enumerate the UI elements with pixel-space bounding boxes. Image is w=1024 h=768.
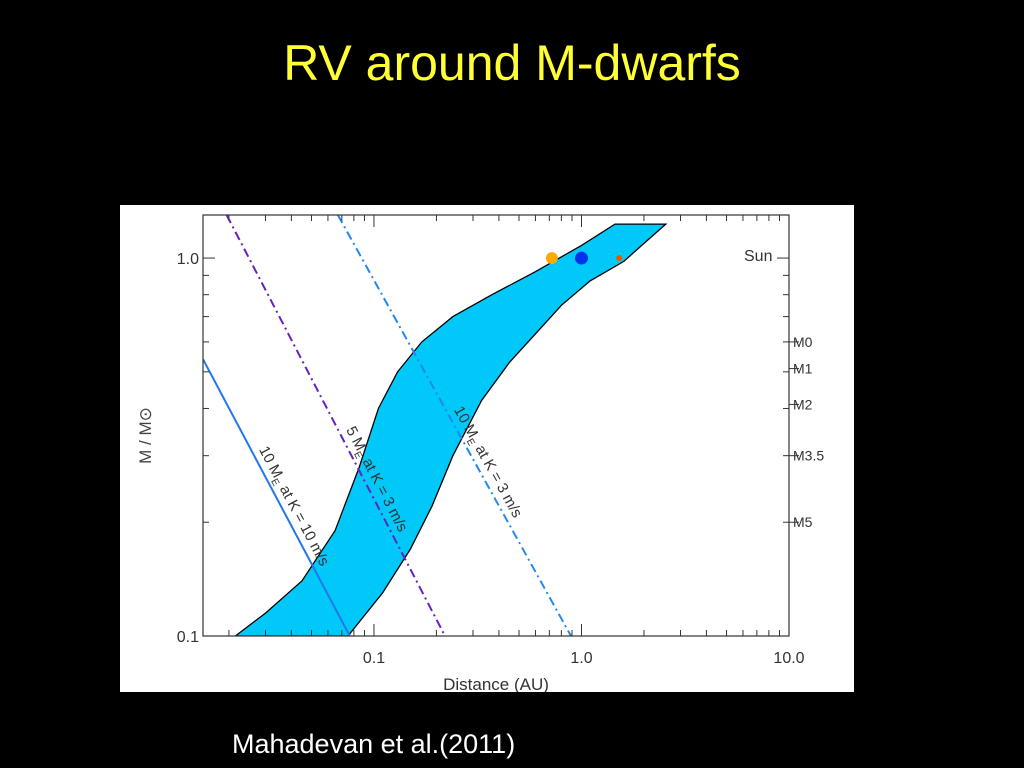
planet-markers-layer <box>545 251 623 265</box>
rv-line-label-1: 10 ME at K = 10 m/s <box>253 443 333 570</box>
axes-layer: 0.1 1.0 10.0 0.1 1.0 Sun M0 M1 M2 M3.5 M5 Distance … <box>136 214 824 692</box>
spectral-type-label: M3.5 <box>793 448 824 464</box>
habitable-zone-band <box>234 223 668 636</box>
planet-marker-earth <box>574 251 588 265</box>
rv-line-1 <box>203 358 351 636</box>
chart-figure: 0.1 1.0 10.0 0.1 1.0 Sun M0 M1 M2 M3.5 M5 Distance … <box>120 205 854 692</box>
spectral-type-label: M1 <box>793 361 813 377</box>
x-axis-title: Distance (AU) <box>443 675 549 692</box>
x-tick-label: 1.0 <box>570 650 592 667</box>
y-tick-label: 0.1 <box>177 629 199 646</box>
rv-line-2 <box>225 215 446 636</box>
rv-line-label-rest: at K = 3 m/s <box>470 438 526 520</box>
rv-line-label-subscript: E <box>464 437 477 448</box>
spectral-type-label: M2 <box>793 396 813 412</box>
x-tick-label: 10.0 <box>773 650 804 667</box>
spectral-type-label-sun: Sun <box>744 248 772 265</box>
chart-svg: 0.1 1.0 10.0 0.1 1.0 Sun M0 M1 M2 M3.5 M5 Distance … <box>136 214 824 692</box>
planet-marker-mars <box>616 255 623 262</box>
plot-frame <box>202 214 790 637</box>
y-tick-label: 1.0 <box>177 251 199 268</box>
x-tick-label: 0.1 <box>363 650 385 667</box>
y-axis-title: M / M⊙ <box>136 407 155 464</box>
rv-line-label-subscript: E <box>351 450 364 461</box>
planet-marker-venus <box>545 252 558 265</box>
rv-limit-lines-layer <box>203 215 572 636</box>
citation: Mahadevan et al.(2011) <box>232 729 516 759</box>
slide-title: RV around M-dwarfs <box>283 35 741 91</box>
rv-line-label-rest: at K = 10 m/s <box>274 479 333 569</box>
rv-line-3 <box>337 215 572 636</box>
rv-line-label-subscript: E <box>268 477 281 488</box>
spectral-type-label: M0 <box>793 334 813 350</box>
rv-line-label-3: 10 ME at K = 3 m/s <box>448 403 526 522</box>
rv-line-label-mass: 10 M <box>255 443 286 480</box>
spectral-type-label: M5 <box>793 514 813 530</box>
habitable-zone-layer <box>234 223 668 636</box>
